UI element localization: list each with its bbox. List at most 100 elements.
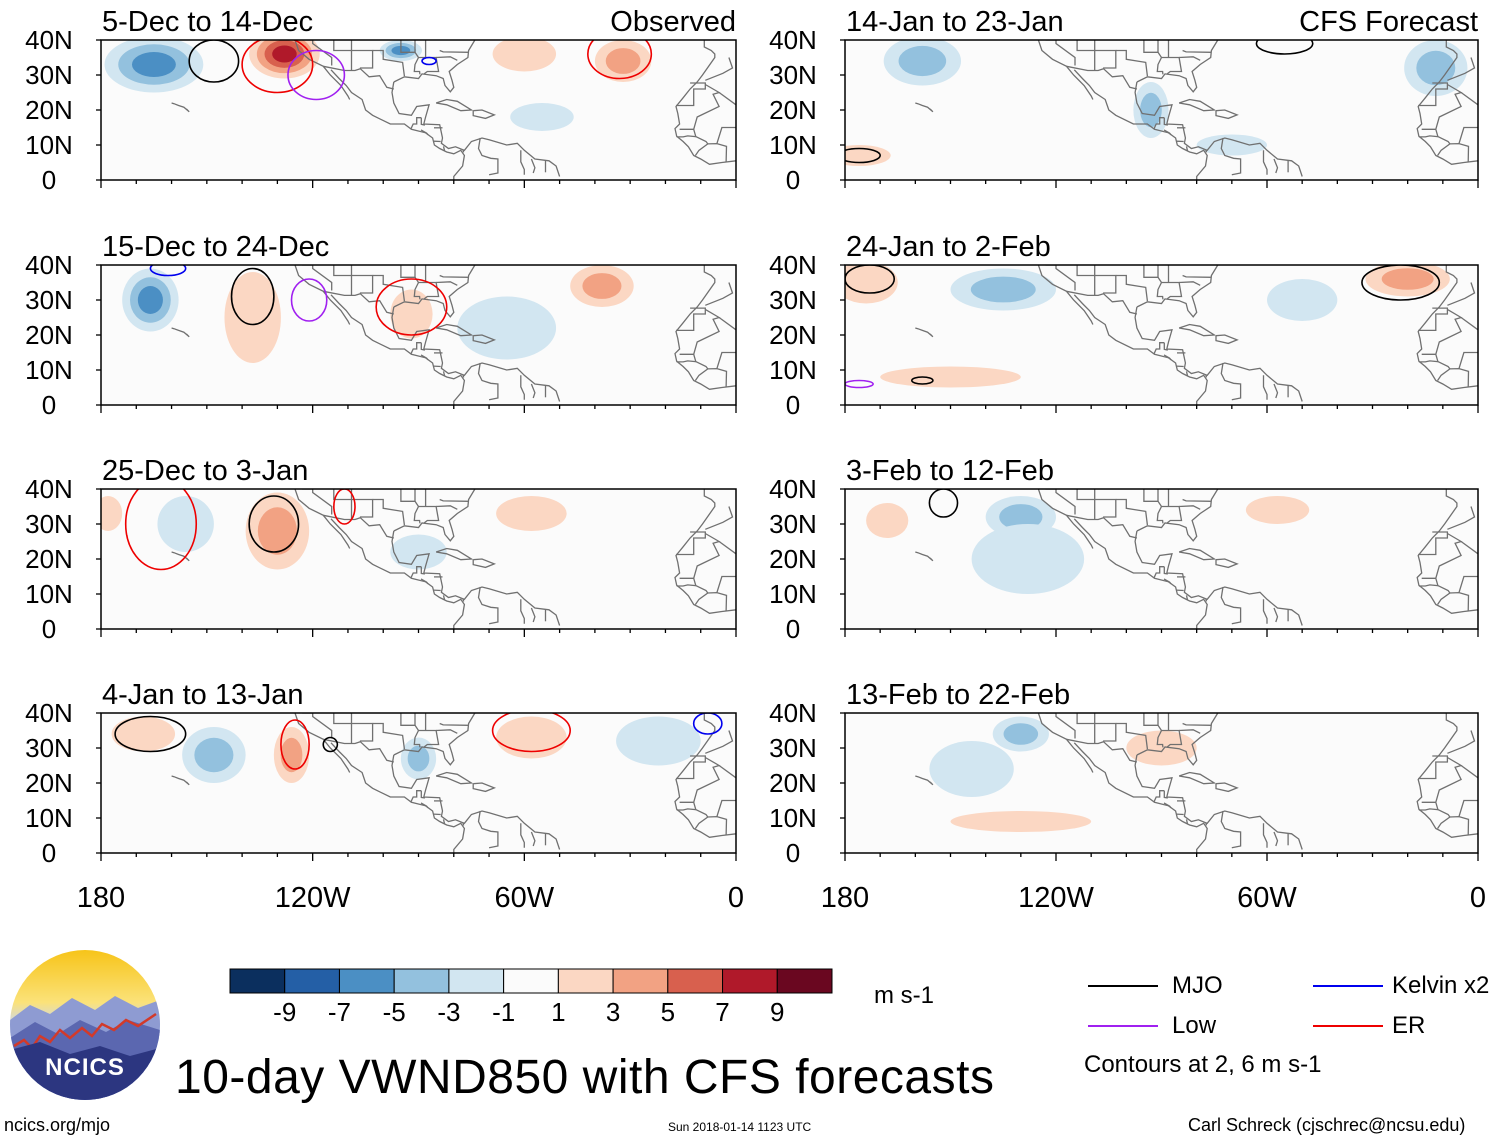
- anomaly-blob: [122, 268, 179, 332]
- y-tick-label: 40N: [769, 698, 817, 728]
- coastline: [302, 40, 333, 66]
- footer-url[interactable]: ncics.org/mjo: [4, 1115, 111, 1135]
- anomaly-blob: [570, 265, 634, 307]
- anomaly-blob: [992, 716, 1049, 752]
- y-tick-label: 30N: [25, 60, 73, 90]
- anomaly-level: [224, 272, 281, 363]
- coastline: [372, 722, 406, 750]
- coastline: [1182, 49, 1212, 53]
- coastline: [676, 129, 697, 138]
- coastline: [1153, 342, 1165, 355]
- panel-source-label: Observed: [610, 6, 736, 38]
- anomaly-blob: [111, 716, 176, 752]
- coastline: [676, 82, 706, 107]
- x-tick-label: 60W: [495, 882, 555, 914]
- anomaly-level: [111, 716, 176, 752]
- anomaly-level: [971, 524, 1085, 594]
- footer-author: Carl Schreck (cjschrec@ncsu.edu): [1188, 1115, 1466, 1135]
- y-tick-label: 30N: [769, 285, 817, 315]
- anomaly-blob: [845, 145, 891, 166]
- coastline: [1182, 722, 1212, 726]
- coastline: [436, 505, 458, 510]
- coastline: [1205, 822, 1208, 826]
- coastline: [294, 713, 351, 773]
- anomaly-blob: [400, 737, 437, 780]
- legend-label-low: Low: [1172, 1012, 1217, 1039]
- coastline: [420, 802, 429, 809]
- coastline: [1163, 129, 1172, 136]
- coastline: [915, 775, 934, 786]
- anomaly-blob: [1245, 496, 1310, 524]
- coastline: [436, 56, 458, 61]
- coastline: [393, 40, 476, 93]
- y-tick-label: 40N: [25, 698, 73, 728]
- coastline: [1156, 282, 1164, 300]
- anomaly-level: [496, 496, 567, 531]
- anomaly-blob: [971, 524, 1085, 594]
- anomaly-blob: [866, 503, 909, 538]
- anomaly-level: [1196, 134, 1268, 156]
- anomaly-level: [1140, 92, 1162, 128]
- coastline: [171, 327, 190, 338]
- panel-period-title: 25-Dec to 3-Jan: [102, 455, 308, 487]
- main-title: 10-day VWND850 with CFS forecasts: [175, 1051, 995, 1104]
- anomaly-blob: [245, 492, 310, 570]
- coastline: [1182, 274, 1212, 278]
- anomaly-blob: [273, 727, 310, 783]
- coastline: [1178, 547, 1217, 561]
- coastline: [1179, 281, 1201, 286]
- coastline: [1262, 150, 1268, 175]
- anomaly-level: [605, 48, 641, 74]
- coastline: [477, 362, 499, 401]
- coastline: [718, 764, 736, 779]
- contour-low: [287, 49, 346, 101]
- coastline: [1136, 489, 1219, 542]
- coastline: [707, 142, 728, 163]
- coastline: [1418, 531, 1449, 556]
- coastline: [302, 713, 333, 739]
- anomaly-level: [510, 103, 574, 131]
- coastline: [410, 790, 422, 803]
- panel-4: 40N 30N 20N 10N 0 4-Jan to 13-Jan 180 120W 60W 0: [25, 679, 744, 914]
- y-tick-label: 10N: [25, 130, 73, 160]
- coastline: [1458, 126, 1478, 144]
- contour-er: [280, 719, 310, 770]
- coastline: [1460, 91, 1478, 106]
- panel-period-title: 14-Jan to 23-Jan: [846, 6, 1064, 38]
- coastline: [1037, 713, 1094, 773]
- coastline: [1220, 362, 1242, 401]
- coastline: [718, 316, 736, 331]
- coastline: [1185, 819, 1189, 825]
- coastline: [1273, 831, 1279, 847]
- contour-mjo: [322, 736, 339, 753]
- coastline: [1076, 265, 1096, 296]
- coastline: [420, 578, 429, 585]
- anomaly-level: [131, 52, 176, 77]
- coastline: [333, 713, 353, 744]
- panel-7: 40N 30N 20N 10N 0 3-Feb to 12-Feb: [769, 455, 1479, 644]
- coastline: [171, 775, 190, 786]
- coastline: [1163, 342, 1168, 351]
- anomaly-blob: [929, 741, 1014, 797]
- coastline: [435, 323, 474, 337]
- coastline: [530, 158, 536, 174]
- coastline: [1134, 81, 1303, 177]
- coastline: [1416, 40, 1478, 165]
- anomaly-level: [257, 507, 297, 555]
- coastline: [1163, 802, 1172, 809]
- anomaly-level: [407, 745, 430, 772]
- coastline: [674, 40, 736, 165]
- coastline: [1458, 799, 1478, 817]
- panel-3: 40N 30N 20N 10N 0 25-Dec to 3-Jan: [25, 455, 737, 644]
- x-tick-label: 180: [77, 882, 125, 914]
- y-tick-label: 40N: [25, 474, 73, 504]
- coastline: [410, 342, 422, 355]
- coastline: [1458, 351, 1478, 369]
- coastline: [1156, 506, 1164, 524]
- y-tick-label: 0: [786, 165, 800, 195]
- coastline: [1179, 56, 1201, 61]
- x-tick-label: 60W: [1237, 882, 1297, 914]
- contour-mjo: [248, 495, 300, 553]
- coastline: [1220, 137, 1242, 176]
